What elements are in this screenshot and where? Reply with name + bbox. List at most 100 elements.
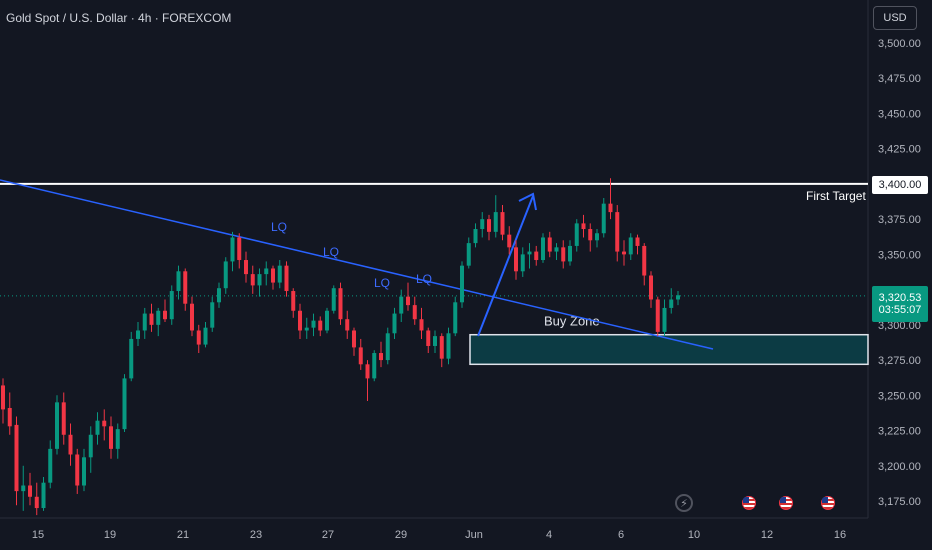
candle: [365, 364, 370, 379]
candle: [102, 420, 107, 427]
y-tick-label: 3,500.00: [878, 38, 921, 50]
candle: [284, 265, 289, 292]
candle: [534, 251, 539, 261]
candle: [223, 261, 228, 289]
candle: [588, 229, 593, 241]
candle: [392, 313, 397, 334]
candle: [439, 336, 444, 359]
candle: [622, 251, 626, 255]
candle: [446, 333, 451, 359]
candle: [649, 275, 653, 300]
candle: [21, 485, 26, 492]
candle: [250, 274, 255, 286]
candle: [331, 288, 336, 311]
candle: [608, 203, 613, 213]
candle: [75, 454, 80, 486]
buy-zone-label: Buy Zone: [544, 314, 600, 329]
candle: [149, 313, 154, 325]
symbol-title[interactable]: Gold Spot / U.S. Dollar · 4h · FOREXCOM: [6, 11, 232, 25]
x-tick-label: Jun: [465, 529, 483, 541]
candle: [466, 243, 471, 266]
candle: [561, 247, 566, 262]
us-flag-icon[interactable]: [777, 494, 795, 512]
candle: [298, 310, 302, 331]
lq-label: LQ: [374, 276, 390, 290]
candle: [48, 448, 53, 483]
candle: [34, 496, 39, 509]
candle: [352, 330, 356, 348]
candle: [190, 303, 194, 331]
candle: [7, 407, 12, 427]
x-tick-label: 12: [761, 529, 773, 541]
candle: [68, 434, 73, 455]
candle: [547, 237, 552, 252]
candle: [156, 310, 161, 325]
us-flag-icon[interactable]: [819, 494, 837, 512]
candle: [372, 353, 377, 379]
candle: [325, 310, 329, 331]
candle: [136, 330, 140, 339]
us-flag-icon[interactable]: [740, 494, 758, 512]
candle: [217, 288, 221, 303]
candle: [595, 233, 599, 241]
lightning-icon[interactable]: ⚡: [675, 494, 693, 512]
candle: [88, 434, 93, 458]
y-tick-label: 3,475.00: [878, 73, 921, 85]
candle: [271, 268, 275, 283]
candle: [655, 299, 660, 332]
y-tick-label: 3,300.00: [878, 320, 921, 332]
x-tick-label: 23: [250, 529, 262, 541]
candle: [244, 260, 248, 275]
x-tick-label: 16: [834, 529, 846, 541]
y-tick-label: 3,275.00: [878, 355, 921, 367]
trendline: [0, 179, 714, 350]
x-tick-label: 6: [618, 529, 624, 541]
lq-label: LQ: [416, 272, 432, 286]
candle: [574, 223, 579, 246]
candle: [311, 320, 316, 328]
candle: [203, 327, 208, 345]
y-tick-label: 3,350.00: [878, 249, 921, 261]
candle: [237, 237, 242, 261]
candle: [527, 251, 532, 255]
candle: [196, 330, 201, 345]
candle: [635, 237, 640, 246]
candle: [426, 330, 431, 346]
candle: [14, 424, 19, 492]
y-tick-label: 3,450.00: [878, 108, 921, 120]
candle: [493, 212, 498, 232]
candle: [169, 291, 174, 320]
candle: [129, 338, 134, 379]
candle: [379, 353, 383, 361]
projection-arrow: [477, 195, 534, 337]
current-price-tag: 3,320.53 03:55:07: [872, 286, 928, 322]
projection-arrow-head: [518, 192, 537, 211]
candle: [291, 291, 296, 311]
candle: [257, 274, 262, 286]
candle: [669, 299, 674, 308]
candle: [122, 378, 127, 430]
candle: [642, 245, 647, 276]
candle: [500, 212, 505, 235]
candle: [28, 485, 32, 497]
candle: [601, 203, 606, 234]
currency-button[interactable]: USD: [873, 6, 917, 30]
candle: [264, 268, 269, 275]
x-tick-label: 4: [546, 529, 552, 541]
candle: [433, 336, 437, 346]
first-target-label: First Target: [806, 189, 866, 203]
candle: [109, 426, 113, 449]
candle: [41, 482, 46, 509]
y-tick-label: 3,375.00: [878, 214, 921, 226]
candle: [338, 288, 343, 320]
candle: [176, 271, 181, 292]
x-tick-label: 19: [104, 529, 116, 541]
candle: [345, 319, 350, 331]
current-price: 3,320.53: [878, 292, 922, 304]
candle: [453, 302, 458, 334]
candle: [385, 333, 390, 361]
candle: [210, 302, 215, 328]
candle: [514, 247, 518, 272]
candle: [662, 307, 667, 332]
